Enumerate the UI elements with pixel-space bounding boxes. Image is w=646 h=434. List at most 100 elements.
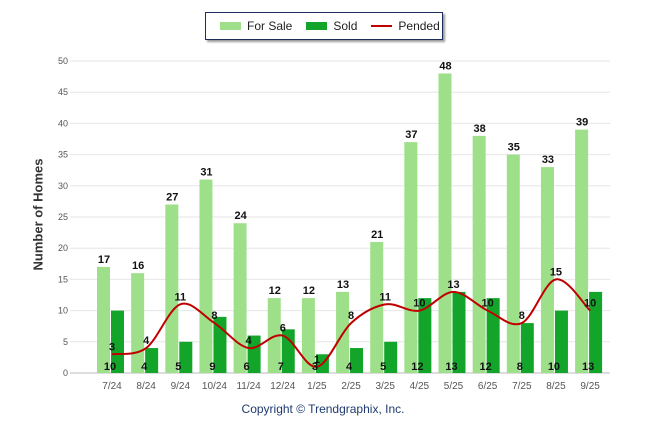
sold-bar — [486, 298, 500, 373]
sold-data-label: 7 — [278, 361, 284, 373]
legend-sold: Sold — [306, 19, 357, 33]
for-sale-data-label: 33 — [542, 154, 554, 166]
sold-bar — [179, 341, 193, 373]
for-sale-bar — [131, 273, 145, 373]
x-tick-label: 6/25 — [478, 381, 498, 392]
for-sale-bar — [438, 73, 452, 373]
y-tick-label: 0 — [63, 368, 68, 378]
x-tick-label: 2/25 — [341, 381, 361, 392]
pended-data-label: 3 — [109, 341, 115, 353]
y-tick-label: 5 — [63, 337, 68, 347]
x-tick-label: 12/24 — [270, 381, 295, 392]
sold-data-label: 5 — [175, 361, 181, 373]
sold-data-label: 13 — [445, 361, 457, 373]
sold-data-label: 12 — [480, 361, 492, 373]
x-tick-label: 9/25 — [580, 381, 600, 392]
sold-data-label: 12 — [411, 361, 423, 373]
sold-bar — [418, 298, 432, 373]
legend-label: For Sale — [247, 19, 293, 33]
sold-data-label: 4 — [346, 361, 353, 373]
sold-bar — [520, 323, 534, 373]
pended-line — [111, 278, 591, 368]
pended-data-label: 4 — [246, 335, 253, 347]
pended-data-label: 10 — [584, 298, 596, 310]
x-tick-label: 11/24 — [236, 381, 261, 392]
sold-bar — [452, 291, 466, 373]
sold-bar — [384, 341, 398, 373]
x-tick-label: 9/24 — [171, 381, 191, 392]
pended-swatch — [371, 25, 393, 27]
pended-data-label: 4 — [143, 335, 150, 347]
for-sale-data-label: 21 — [371, 229, 383, 241]
sold-data-label: 6 — [244, 361, 250, 373]
sold-bar — [111, 310, 124, 373]
for-sale-data-label: 27 — [166, 192, 178, 204]
for-sale-bar — [165, 204, 179, 373]
copyright: Copyright © Trendgraphix, Inc. — [241, 402, 405, 416]
legend-label: Pended — [398, 19, 440, 33]
sold-bar — [554, 310, 568, 373]
legend-label: Sold — [333, 19, 358, 33]
sold-data-label: 10 — [104, 361, 116, 373]
sold-bar — [145, 348, 159, 373]
pended-data-label: 15 — [550, 266, 562, 278]
for-sale-bar — [472, 135, 486, 373]
for-sale-data-label: 17 — [98, 254, 110, 266]
for-sale-bar — [404, 142, 418, 373]
legend: For Sale Sold Pended — [205, 12, 443, 40]
for-sale-data-label: 24 — [234, 210, 247, 222]
pended-data-label: 13 — [447, 279, 459, 291]
pended-data-label: 6 — [280, 323, 286, 335]
for-sale-data-label: 48 — [439, 60, 451, 72]
sold-data-label: 8 — [517, 361, 523, 373]
for-sale-data-label: 38 — [474, 123, 486, 135]
y-tick-label: 35 — [58, 150, 68, 160]
sold-data-label: 10 — [548, 361, 560, 373]
x-tick-label: 8/24 — [136, 381, 156, 392]
y-tick-label: 45 — [58, 87, 68, 97]
y-tick-label: 40 — [58, 118, 68, 128]
for-sale-data-label: 35 — [508, 142, 520, 154]
legend-pended: Pended — [371, 19, 440, 33]
sold-bar — [281, 329, 295, 373]
y-tick-label: 20 — [58, 243, 68, 253]
y-tick-label: 25 — [58, 212, 68, 222]
x-tick-label: 7/25 — [512, 381, 532, 392]
pended-data-label: 1 — [314, 354, 320, 366]
for-sale-bar — [301, 298, 315, 373]
y-tick-label: 10 — [58, 306, 68, 316]
for-sale-data-label: 37 — [405, 129, 417, 141]
for-sale-bar — [97, 266, 110, 373]
sold-swatch — [306, 22, 328, 30]
sold-bar — [247, 335, 261, 373]
y-axis-label: Number of Homes — [30, 158, 46, 271]
sold-data-label: 5 — [380, 361, 386, 373]
for-sale-data-label: 13 — [337, 279, 349, 291]
y-tick-label: 30 — [58, 181, 68, 191]
for-sale-bar — [233, 223, 247, 373]
sold-data-label: 9 — [209, 361, 215, 373]
pended-data-label: 10 — [482, 298, 494, 310]
for-sale-data-label: 16 — [132, 260, 144, 272]
x-tick-label: 3/25 — [375, 381, 395, 392]
for-sale-data-label: 39 — [576, 117, 588, 129]
pended-data-label: 10 — [413, 298, 425, 310]
for-sale-data-label: 12 — [269, 285, 281, 297]
sold-data-label: 13 — [582, 361, 594, 373]
pended-data-label: 11 — [379, 291, 391, 303]
for-sale-data-label: 12 — [303, 285, 315, 297]
x-tick-label: 1/25 — [307, 381, 327, 392]
sold-data-label: 4 — [141, 361, 148, 373]
pended-data-label: 8 — [519, 310, 525, 322]
for-sale-bar — [575, 129, 589, 373]
pended-data-label: 8 — [211, 310, 217, 322]
pended-data-label: 11 — [174, 291, 186, 303]
y-tick-label: 50 — [58, 56, 68, 66]
x-tick-label: 10/24 — [202, 381, 227, 392]
x-tick-label: 4/25 — [410, 381, 430, 392]
sold-data-label: 3 — [312, 361, 318, 373]
sold-bar — [589, 291, 603, 373]
y-tick-label: 15 — [58, 274, 68, 284]
